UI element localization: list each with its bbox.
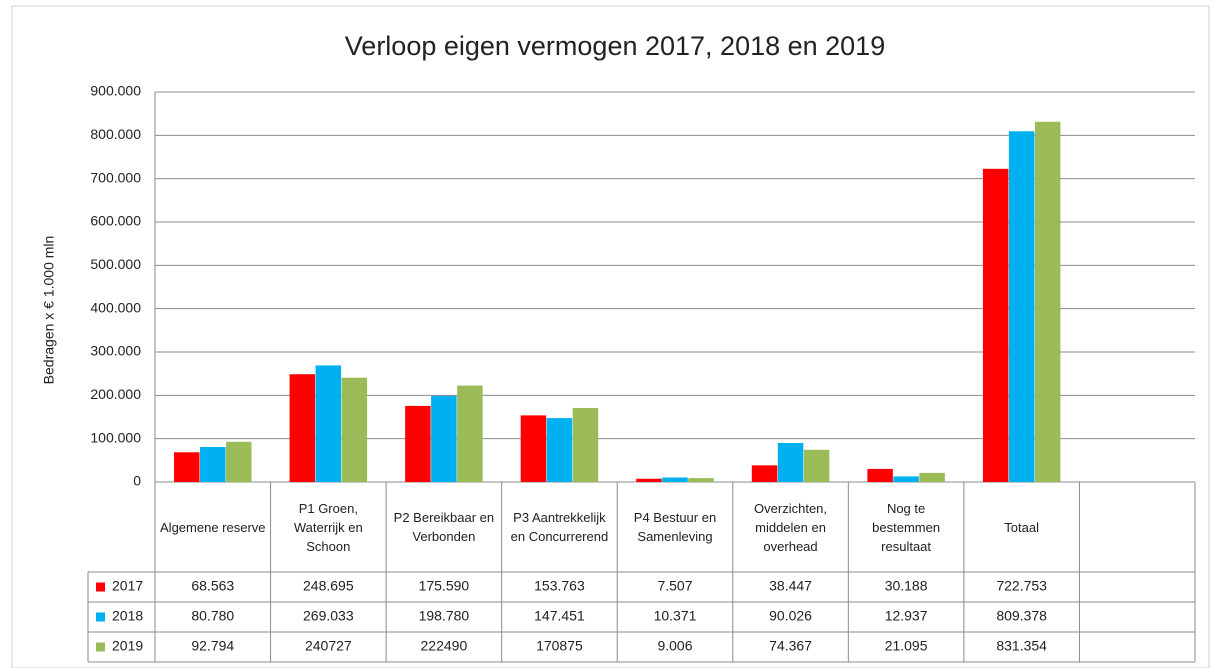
table-value: 809.378 [996,608,1047,624]
bar [546,418,573,482]
table-value: 74.367 [769,638,812,654]
legend-swatch [96,642,105,652]
chart-title: Verloop eigen vermogen 2017, 2018 en 201… [345,31,885,61]
x-tick-label: Nog te bestemmen resultaat [872,500,941,554]
bar [431,395,457,482]
x-tick-label: Totaal [1004,519,1039,535]
bar [315,365,342,482]
bar [662,477,688,482]
bar [174,452,200,482]
bar [572,407,599,482]
bar [1008,131,1035,482]
bar [289,374,316,482]
table-value: 831.354 [996,638,1047,654]
x-tick-label: Algemene reserve [160,519,266,535]
y-tick-label: 200.000 [90,386,141,402]
legend-swatch [96,612,105,622]
category-label-box: P4 Bestuur en Samenleving [633,510,717,544]
bar [636,478,662,482]
table-value: 9.006 [657,638,692,654]
bar [777,442,804,482]
category-label-box: Algemene reserve [160,519,266,535]
table-value: 21.095 [885,638,928,654]
y-tick-label: 800.000 [90,126,141,142]
table-value: 80.780 [191,608,234,624]
table-value: 10.371 [654,608,697,624]
table-value: 147.451 [534,608,585,624]
legend-label: 2019 [112,638,143,654]
table-value: 240727 [305,638,352,654]
y-tick-label: 600.000 [90,213,141,229]
x-tick-label: P2 Bereikbaar en Verbonden [393,510,495,544]
category-label-box: P2 Bereikbaar en Verbonden [393,510,495,544]
bar [803,449,830,482]
category-label-box: Overzichten, middelen en overhead [754,500,828,554]
x-tick-label: P4 Bestuur en Samenleving [633,510,717,544]
legend-label: 2018 [112,608,143,624]
bar [982,168,1009,482]
category-label-box: P3 Aantrekkelijk en Concurrerend [510,510,609,544]
bar [751,465,778,482]
bar [457,385,483,482]
table-value: 222490 [421,638,468,654]
table-value: 92.794 [191,638,234,654]
bar [867,468,893,482]
bar [200,446,226,482]
legend-label: 2017 [112,578,143,594]
table-value: 269.033 [303,608,354,624]
table-value: 7.507 [657,578,692,594]
table-value: 248.695 [303,578,354,594]
y-tick-label: 900.000 [90,83,141,99]
y-tick-label: 300.000 [90,343,141,359]
table-value: 90.026 [769,608,812,624]
table-value: 198.780 [419,608,470,624]
y-tick-label: 0 [133,473,141,489]
x-tick-label: P1 Groen, Waterrijk en Schoon [293,500,363,554]
table-value: 68.563 [191,578,234,594]
category-label-box: P1 Groen, Waterrijk en Schoon [293,500,363,554]
bar [341,377,368,482]
category-label-box: Nog te bestemmen resultaat [872,500,941,554]
bar [405,405,431,482]
bar [1034,121,1061,483]
table-value: 38.447 [769,578,812,594]
table-value: 722.753 [996,578,1047,594]
bar [919,472,945,482]
y-axis-label: Bedragen x € 1.000 mln [41,236,57,385]
legend-swatch [96,582,105,592]
x-tick-label: P3 Aantrekkelijk en Concurrerend [510,510,609,544]
bar [226,441,252,482]
y-tick-label: 700.000 [90,169,141,185]
bar [688,478,714,482]
category-label-box: Totaal [1004,519,1039,535]
x-tick-label: Overzichten, middelen en overhead [754,500,828,554]
table-value: 175.590 [419,578,470,594]
bar [893,476,919,482]
table-value: 12.937 [885,608,928,624]
y-tick-label: 100.000 [90,429,141,445]
table-value: 153.763 [534,578,585,594]
table-value: 170875 [536,638,583,654]
table-value: 30.188 [885,578,928,594]
y-tick-label: 400.000 [90,299,141,315]
y-tick-label: 500.000 [90,256,141,272]
bar [520,415,547,482]
